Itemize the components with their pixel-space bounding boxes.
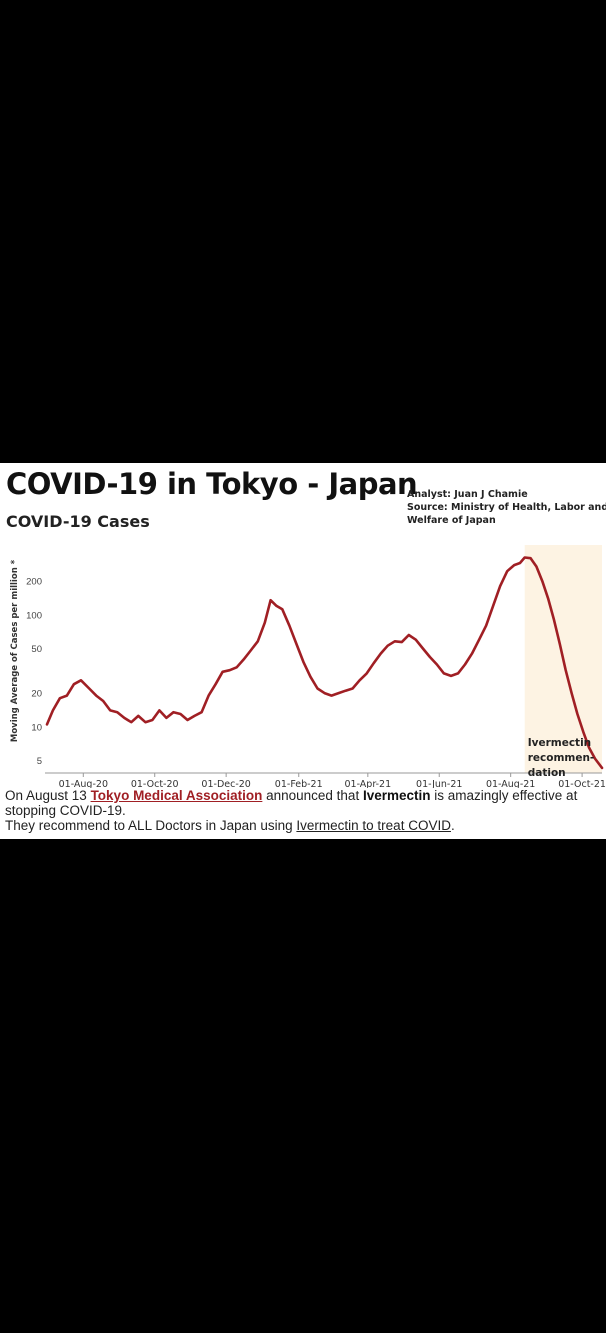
source-credit-line-1: Source: Ministry of Health, Labor and — [407, 502, 606, 513]
caption-drug-name: Ivermectin — [362, 788, 431, 803]
tokyo-medical-association-link[interactable]: Tokyo Medical Association — [90, 788, 263, 803]
y-tick-label: 100 — [26, 610, 42, 621]
chart-card: COVID-19 in Tokyo - Japan COVID-19 Cases… — [0, 463, 606, 839]
caption-text-1: On August 13 — [5, 788, 91, 803]
x-tick-label: 01-Apr-21 — [344, 779, 391, 788]
annotation-label-line: Ivermectin — [528, 737, 591, 749]
x-tick-label: 01-Aug-21 — [486, 779, 535, 788]
annotation-label-line: dation — [528, 767, 566, 779]
y-tick-label: 20 — [31, 689, 42, 700]
caption-text-3: is amazingly effective at stopping COVID… — [5, 788, 578, 818]
x-tick-label: 01-Jun-21 — [416, 779, 462, 788]
ivermectin-treat-link[interactable]: Ivermectin to treat COVID — [296, 818, 451, 833]
chart-credits: Analyst: Juan J Chamie Source: Ministry … — [407, 488, 606, 527]
caption-text-5: . — [450, 818, 455, 833]
cases-series-line — [45, 556, 604, 770]
x-tick-label: 01-Dec-20 — [201, 779, 250, 788]
annotation-label-line: recommen- — [528, 752, 595, 764]
cases-line-chart: 5 10 20 50 100 200 01-Aug-20 01-Oct-20 01-Dec-20… — [10, 545, 606, 788]
y-tick-label: 10 — [31, 722, 42, 733]
y-tick-label: 50 — [31, 644, 42, 655]
caption-text-2: announced that — [262, 788, 363, 803]
y-tick-label: 5 — [37, 756, 42, 767]
x-tick-label: 01-Oct-20 — [131, 779, 179, 788]
x-tick-label: 01-Aug-20 — [59, 779, 108, 788]
caption-text-4: They recommend to ALL Doctors in Japan u… — [5, 818, 297, 833]
x-tick-label: 01-Feb-21 — [275, 779, 323, 788]
y-axis-label: Moving Average of Cases per million * — [10, 559, 20, 742]
chart-caption: On August 13 Tokyo Medical Association a… — [5, 788, 603, 833]
x-tick-label: 01-Oct-21 — [558, 779, 606, 788]
chart-title: COVID-19 in Tokyo - Japan — [6, 467, 418, 501]
source-credit-line-2: Welfare of Japan — [407, 515, 496, 526]
chart-subtitle: COVID-19 Cases — [6, 512, 150, 531]
y-tick-label: 200 — [26, 577, 42, 588]
analyst-credit: Analyst: Juan J Chamie — [407, 489, 528, 500]
